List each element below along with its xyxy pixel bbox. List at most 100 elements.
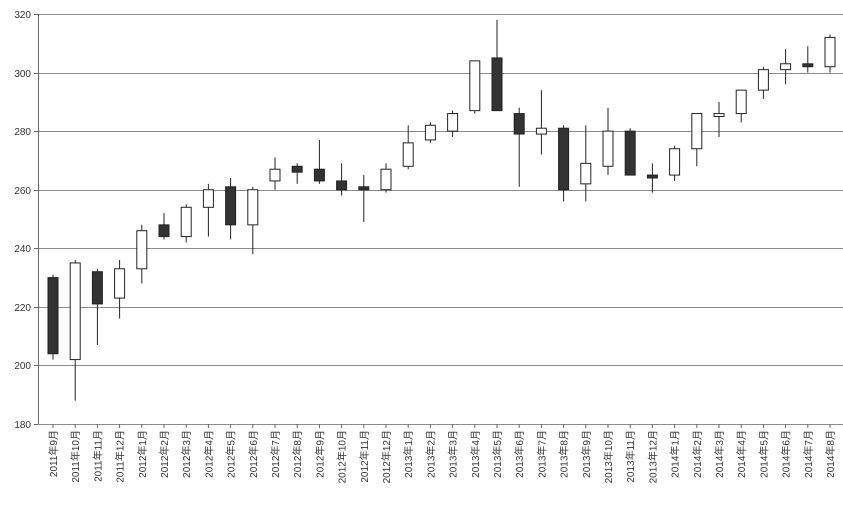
candle xyxy=(313,139,325,184)
candle-body-down xyxy=(47,277,59,355)
xtick-label: 2011年9月 xyxy=(47,430,60,477)
candle xyxy=(469,60,481,114)
candle xyxy=(291,163,303,184)
candle xyxy=(202,183,214,237)
candle xyxy=(91,268,103,345)
candle-body-up xyxy=(713,113,725,117)
candle xyxy=(380,163,392,193)
candle-body-down xyxy=(513,113,525,135)
candle xyxy=(247,186,259,255)
candle xyxy=(225,178,237,240)
xtick-label: 2012年8月 xyxy=(291,430,304,478)
candle-body-down xyxy=(558,127,570,191)
xtick-label: 2013年11月 xyxy=(624,430,637,483)
y-axis-ticks: 180 200 220 240 260 280 300 320 xyxy=(14,10,31,431)
candle xyxy=(535,90,547,155)
xtick-label: 2012年6月 xyxy=(247,430,260,478)
candle-body-down xyxy=(358,186,370,191)
candle-body-up xyxy=(136,230,148,270)
ytick-label: 320 xyxy=(14,10,31,21)
candle-body-down xyxy=(158,224,170,238)
xtick-label: 2013年12月 xyxy=(646,430,659,483)
candle-body-up xyxy=(247,189,259,226)
ytick-label: 220 xyxy=(14,303,31,314)
candle-body-up xyxy=(535,127,547,135)
xtick-label: 2013年10月 xyxy=(602,430,615,483)
candle xyxy=(69,260,81,401)
candle xyxy=(735,89,747,123)
candle-body-down xyxy=(291,165,303,173)
candle xyxy=(158,213,170,240)
xtick-label: 2013年1月 xyxy=(402,430,415,478)
candle xyxy=(491,19,503,112)
ytick-label: 180 xyxy=(14,420,31,431)
candle xyxy=(558,125,570,202)
candle xyxy=(691,113,703,167)
candle xyxy=(402,125,414,170)
xtick-label: 2013年7月 xyxy=(535,430,548,478)
candle-body-up xyxy=(602,130,614,167)
candle xyxy=(713,101,725,137)
candle xyxy=(646,163,658,193)
candle xyxy=(180,204,192,243)
xtick-label: 2014年7月 xyxy=(802,430,815,478)
candle xyxy=(802,46,814,73)
candle-body-up xyxy=(824,36,836,68)
xtick-label: 2014年3月 xyxy=(713,430,726,478)
xtick-label: 2014年1月 xyxy=(669,430,682,478)
candle xyxy=(424,122,436,143)
xtick-label: 2012年3月 xyxy=(180,430,193,478)
xtick-label: 2013年9月 xyxy=(580,430,593,478)
candle xyxy=(269,157,281,190)
candle xyxy=(580,125,592,202)
xtick-label: 2012年10月 xyxy=(336,430,349,483)
candle-body-up xyxy=(402,142,414,167)
candle-body-up xyxy=(780,63,792,71)
candle-body-up xyxy=(757,69,769,91)
candle xyxy=(824,34,836,73)
candle-body-up xyxy=(469,60,481,112)
candle xyxy=(136,224,148,284)
candle xyxy=(780,49,792,85)
xtick-label: 2012年7月 xyxy=(269,430,282,478)
ytick-label: 280 xyxy=(14,127,31,138)
candle-body-down xyxy=(624,130,636,176)
xtick-label: 2013年2月 xyxy=(424,430,437,478)
candle xyxy=(336,163,348,196)
candle-body-up xyxy=(580,162,592,185)
xtick-label: 2012年4月 xyxy=(202,430,215,478)
candle xyxy=(602,107,614,176)
candle xyxy=(757,66,769,99)
xtick-label: 2014年2月 xyxy=(691,430,704,478)
candle xyxy=(114,260,126,319)
xtick-label: 2012年2月 xyxy=(158,430,171,478)
candle-body-down xyxy=(802,63,814,68)
candle-body-down xyxy=(225,186,237,226)
candle xyxy=(47,274,59,360)
candle-body-up xyxy=(691,113,703,150)
xtick-label: 2012年9月 xyxy=(313,430,326,478)
candle xyxy=(624,128,636,176)
xtick-label: 2012年11月 xyxy=(358,430,371,483)
candle-body-up xyxy=(269,168,281,182)
xtick-label: 2014年5月 xyxy=(757,430,770,478)
candle xyxy=(447,110,459,137)
candle-body-down xyxy=(646,174,658,179)
candle-body-up xyxy=(669,148,681,176)
xtick-label: 2013年8月 xyxy=(558,430,571,478)
candle-body-down xyxy=(336,180,348,191)
xtick-label: 2011年10月 xyxy=(69,430,82,483)
candle-body-up xyxy=(447,113,459,132)
candle-body-up xyxy=(180,206,192,238)
candles xyxy=(47,19,836,401)
candle xyxy=(669,145,681,181)
x-axis-ticks: 2011年9月 2011年10月 2011年11月 2011年12月 2012年1月 20… xyxy=(47,424,837,483)
ytick-label: 200 xyxy=(14,361,31,372)
candle-body-up xyxy=(69,262,81,361)
xtick-label: 2011年11月 xyxy=(91,430,104,482)
ytick-label: 260 xyxy=(14,186,31,197)
xtick-label: 2014年4月 xyxy=(735,430,748,478)
candle-body-up xyxy=(380,168,392,191)
xtick-label: 2013年4月 xyxy=(469,430,482,478)
